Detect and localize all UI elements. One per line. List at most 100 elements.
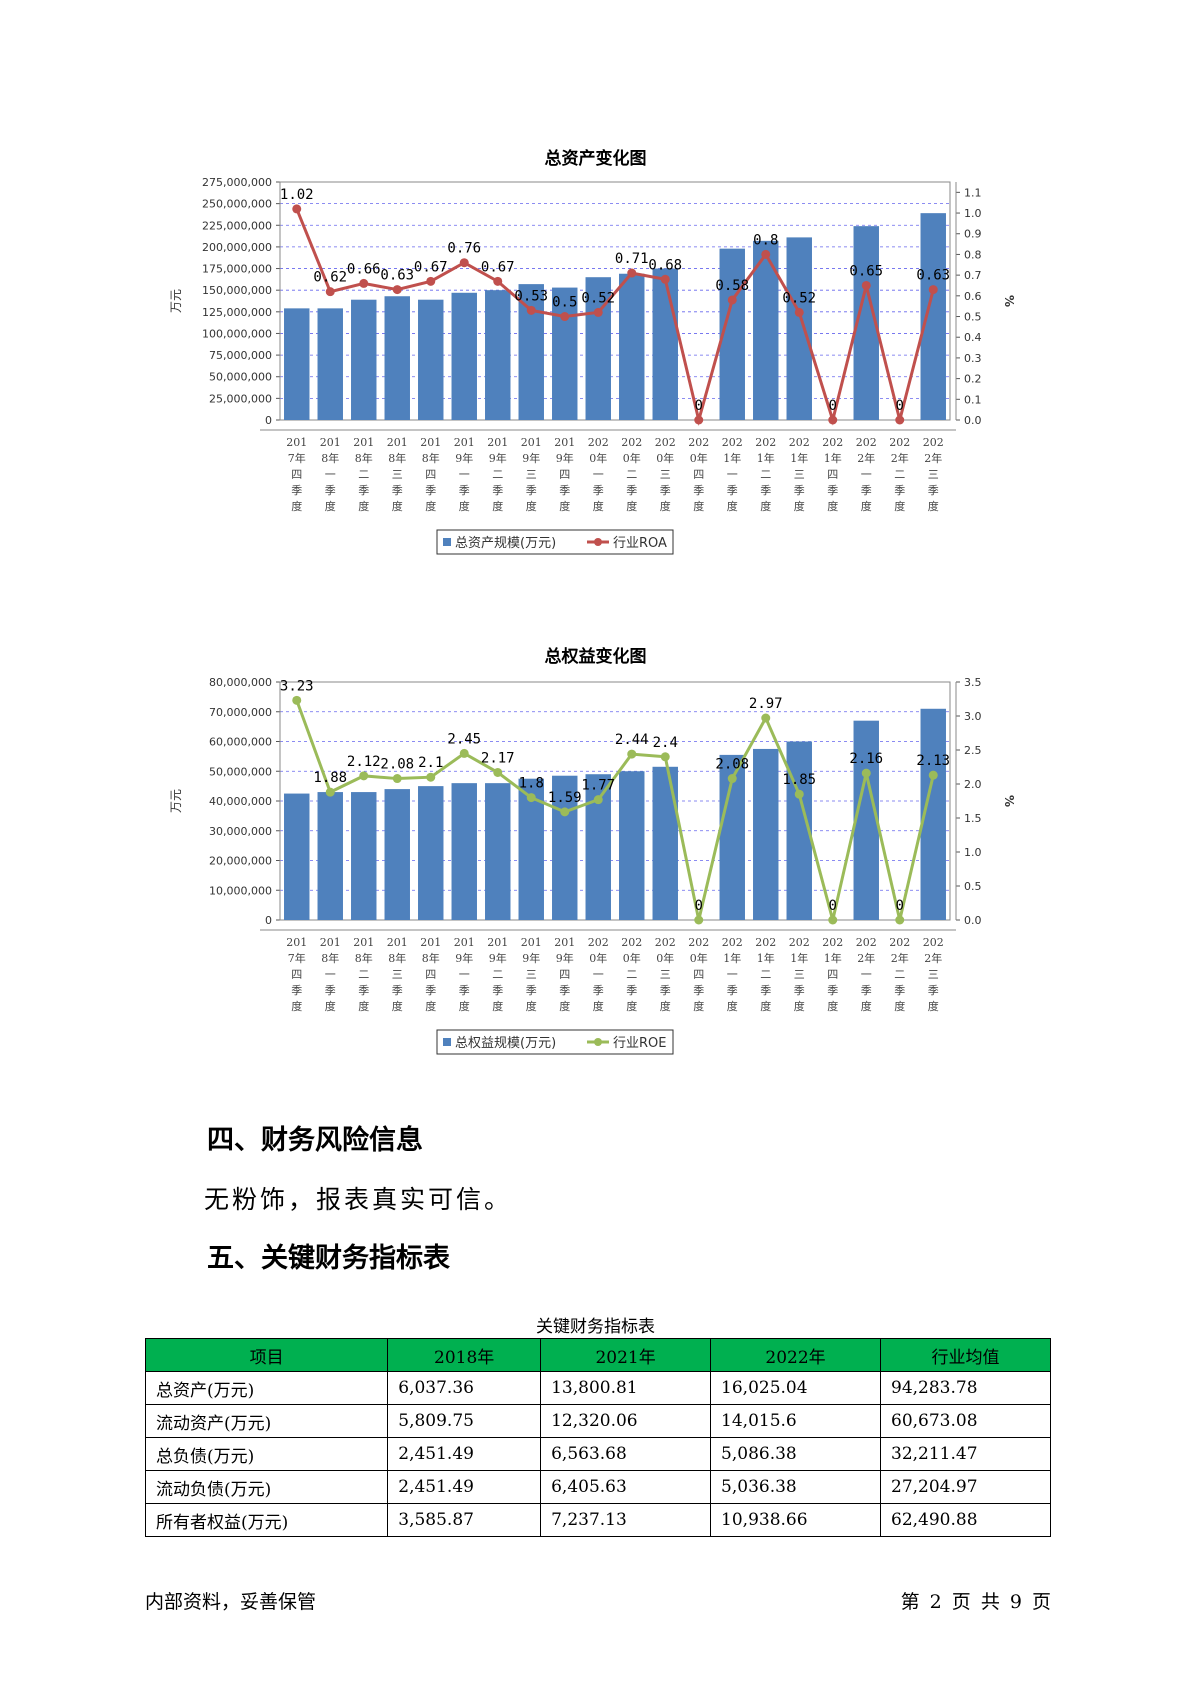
bar [451, 783, 477, 920]
table-row-label: 流动负债(万元) [144, 1470, 389, 1504]
line-point [928, 285, 938, 295]
y-tick-label: 50,000,000 [209, 371, 272, 384]
data-label: 0.62 [313, 270, 347, 286]
y2-tick-label: 1.0 [964, 207, 982, 220]
table-cell: 2,451.49 [387, 1437, 542, 1471]
y-tick-label: 10,000,000 [209, 884, 272, 897]
data-label: 1.85 [782, 772, 816, 788]
x-tick-label: 202 1年二季度 [755, 436, 776, 513]
line-point [392, 285, 402, 295]
bar [485, 290, 511, 420]
table-cell: 10,938.66 [710, 1503, 881, 1537]
legend [436, 529, 674, 555]
bar [351, 792, 377, 920]
data-label: 0 [829, 398, 837, 414]
legend-bar-label: 总权益规模(万元) [455, 1035, 556, 1051]
legend-line-marker [594, 538, 602, 546]
y-axis-label: 万元 [169, 789, 183, 813]
y2-tick-label: 0.6 [964, 290, 982, 303]
legend-bar-swatch [443, 1038, 451, 1046]
x-tick-label: 201 9年三季度 [521, 936, 542, 1013]
x-tick-label: 201 8年四季度 [420, 936, 441, 1013]
data-label: 2.1 [418, 755, 443, 771]
line-point [660, 274, 670, 284]
y-tick-label: 200,000,000 [202, 241, 272, 254]
x-tick-label: 201 8年二季度 [353, 936, 374, 1013]
data-label: 0.76 [447, 241, 481, 257]
legend-line-marker [594, 1038, 602, 1046]
x-tick-label: 202 1年三季度 [789, 936, 810, 1013]
plot-frame [279, 681, 951, 921]
data-label: 0.53 [514, 288, 548, 304]
asset-chart: 0 25,000,000 50,000,000 75,000,000 100,000,0… [169, 176, 1016, 555]
x-tick-label: 201 8年一季度 [320, 936, 341, 1013]
line-point [727, 774, 737, 784]
data-label: 1.02 [280, 187, 314, 203]
x-tick-label: 202 0年四季度 [688, 436, 709, 513]
section5-heading: 五、关键财务指标表 [207, 1243, 450, 1274]
data-label: 0.66 [347, 261, 381, 277]
table-cell: 14,015.6 [710, 1404, 881, 1438]
x-tick-label: 201 9年三季度 [521, 436, 542, 513]
x-tick-label: 202 0年一季度 [588, 436, 609, 513]
bar [853, 720, 879, 920]
data-label: 2.97 [749, 696, 783, 712]
y-axis-label: 万元 [169, 289, 183, 313]
y2-tick-label: 0.5 [964, 311, 982, 324]
data-label: 1.88 [313, 770, 347, 786]
y-tick-label: 275,000,000 [202, 176, 272, 189]
y2-tick-label: 0.5 [964, 880, 982, 893]
table-row: 所有者权益(万元) 3,585.87 7,237.13 10,938.66 62,490… [144, 1503, 1051, 1537]
table-cell: 12,320.06 [540, 1404, 712, 1438]
data-label: 0.52 [782, 290, 816, 306]
y2-tick-label: 1.5 [964, 812, 982, 825]
data-label: 0.8 [753, 232, 778, 248]
y2-tick-label: 0.9 [964, 228, 982, 241]
line-point [895, 915, 905, 925]
line-point [727, 295, 737, 305]
table-cell: 94,283.78 [880, 1371, 1051, 1405]
data-label: 2.08 [715, 757, 749, 773]
y2-tick-label: 3.5 [964, 676, 982, 689]
bar [652, 766, 678, 920]
y-tick-label: 20,000,000 [209, 855, 272, 868]
y2-axis-label: % [1002, 795, 1016, 807]
line-point [459, 258, 469, 268]
y-tick-label: 175,000,000 [202, 263, 272, 276]
y-tick-label: 25,000,000 [209, 392, 272, 405]
x-tick-label: 202 0年二季度 [621, 936, 642, 1013]
bar [552, 775, 578, 920]
y-tick-label: 50,000,000 [209, 765, 272, 778]
data-label: 0.71 [615, 251, 649, 267]
table-header-cell: 2018年 [387, 1338, 542, 1372]
table-row-label: 总负债(万元) [144, 1437, 389, 1471]
y2-tick-label: 2.5 [964, 744, 982, 757]
data-label: 0 [896, 898, 904, 914]
x-tick-label: 201 7年四季度 [286, 436, 307, 513]
table-row-label: 流动资产(万元) [144, 1404, 389, 1438]
line-point [292, 204, 302, 214]
line-point [493, 767, 503, 777]
x-tick-label: 201 7年四季度 [286, 936, 307, 1013]
y2-tick-label: 0.8 [964, 248, 982, 261]
table-header-row: 项目 2018年 2021年 2022年 行业均值 [144, 1338, 1051, 1372]
y2-tick-label: 0.0 [964, 414, 982, 427]
x-tick-label: 202 0年二季度 [621, 436, 642, 513]
table-row: 总负债(万元) 2,451.49 6,563.68 5,086.38 32,211.47 [144, 1437, 1051, 1471]
x-tick-label: 202 2年三季度 [923, 936, 944, 1013]
bar [451, 292, 477, 420]
y-tick-label: 0 [265, 914, 272, 927]
bar [652, 268, 678, 420]
x-tick-label: 202 0年三季度 [655, 936, 676, 1013]
x-tick-label: 201 8年一季度 [320, 436, 341, 513]
footer-confidential: 内部资料，妥善保管 [145, 1591, 317, 1613]
data-label: 0 [695, 398, 703, 414]
line-point [593, 307, 603, 317]
y-tick-label: 40,000,000 [209, 795, 272, 808]
table-row-label: 所有者权益(万元) [144, 1503, 389, 1537]
data-label: 2.12 [347, 754, 381, 770]
x-tick-label: 201 9年四季度 [554, 936, 575, 1013]
line-point [694, 915, 704, 925]
equity-chart: 0 10,000,000 20,000,000 30,000,000 40,000,00… [169, 676, 1016, 1055]
x-tick-label: 201 9年二季度 [487, 936, 508, 1013]
